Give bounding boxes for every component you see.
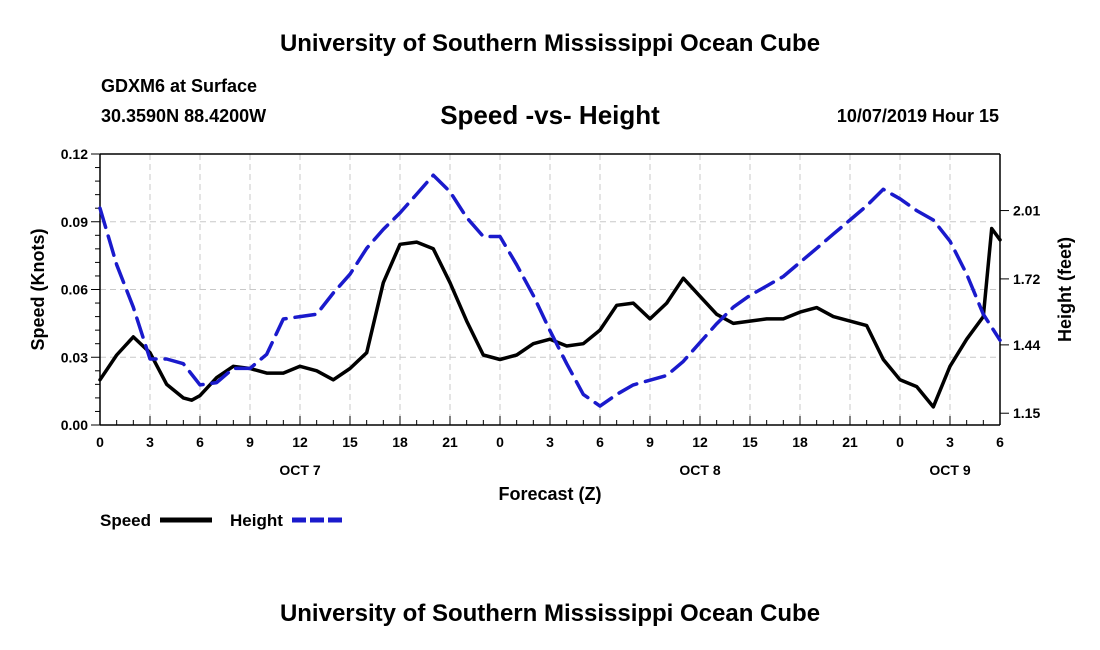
x-tick-label: 21 [842,434,858,450]
x-tick-label: 6 [596,434,604,450]
x-tick-label: 0 [896,434,904,450]
y-tick-label: 0.09 [61,214,88,230]
x-tick-label: 0 [96,434,104,450]
x-tick-label: 3 [946,434,954,450]
x-axis-title: Forecast (Z) [498,484,601,504]
station-coordinates: 30.3590N 88.4200W [101,106,267,126]
x-tick-label: 9 [246,434,254,450]
y2-tick-label: 2.01 [1013,203,1040,219]
x-tick-label: 18 [792,434,808,450]
y2-tick-label: 1.44 [1013,337,1040,353]
y2-tick-label: 1.72 [1013,271,1040,287]
x-tick-label: 18 [392,434,408,450]
y-tick-label: 0.12 [61,146,88,162]
day-label: OCT 8 [679,462,720,478]
day-label: OCT 9 [929,462,970,478]
station-label: GDXM6 at Surface [101,76,258,96]
y2-axis-title: Height (feet) [1055,237,1075,342]
x-tick-label: 15 [342,434,358,450]
legend-speed-label: Speed [100,511,151,530]
x-tick-label: 0 [496,434,504,450]
x-tick-label: 3 [146,434,154,450]
y-tick-label: 0.00 [61,417,88,433]
y-tick-label: 0.06 [61,282,88,298]
x-tick-label: 6 [996,434,1004,450]
x-tick-label: 21 [442,434,458,450]
page-title-top: University of Southern Mississippi Ocean… [279,30,821,57]
speed-height-chart: 0 3 6 9 12 15 18 21 0 3 6 9 12 15 18 21 0 3 6 0.00 0.03 0.06 0… [28,146,1075,530]
y-axis-title: Speed (Knots) [28,228,48,350]
x-tick-label: 3 [546,434,554,450]
x-tick-label: 12 [292,434,308,450]
x-tick-label: 12 [692,434,708,450]
x-tick-label: 6 [196,434,204,450]
chart-title: Speed -vs- Height [440,100,660,130]
x-tick-label: 9 [646,434,654,450]
day-label: OCT 7 [279,462,320,478]
page-title-bottom: University of Southern Mississippi Ocean… [279,600,821,627]
legend-height-label: Height [230,511,283,530]
height-series-line [98,173,1002,408]
y-tick-label: 0.03 [61,349,88,365]
forecast-datetime: 10/07/2019 Hour 15 [836,106,999,126]
x-tick-label: 15 [742,434,758,450]
y2-tick-label: 1.15 [1013,405,1040,421]
